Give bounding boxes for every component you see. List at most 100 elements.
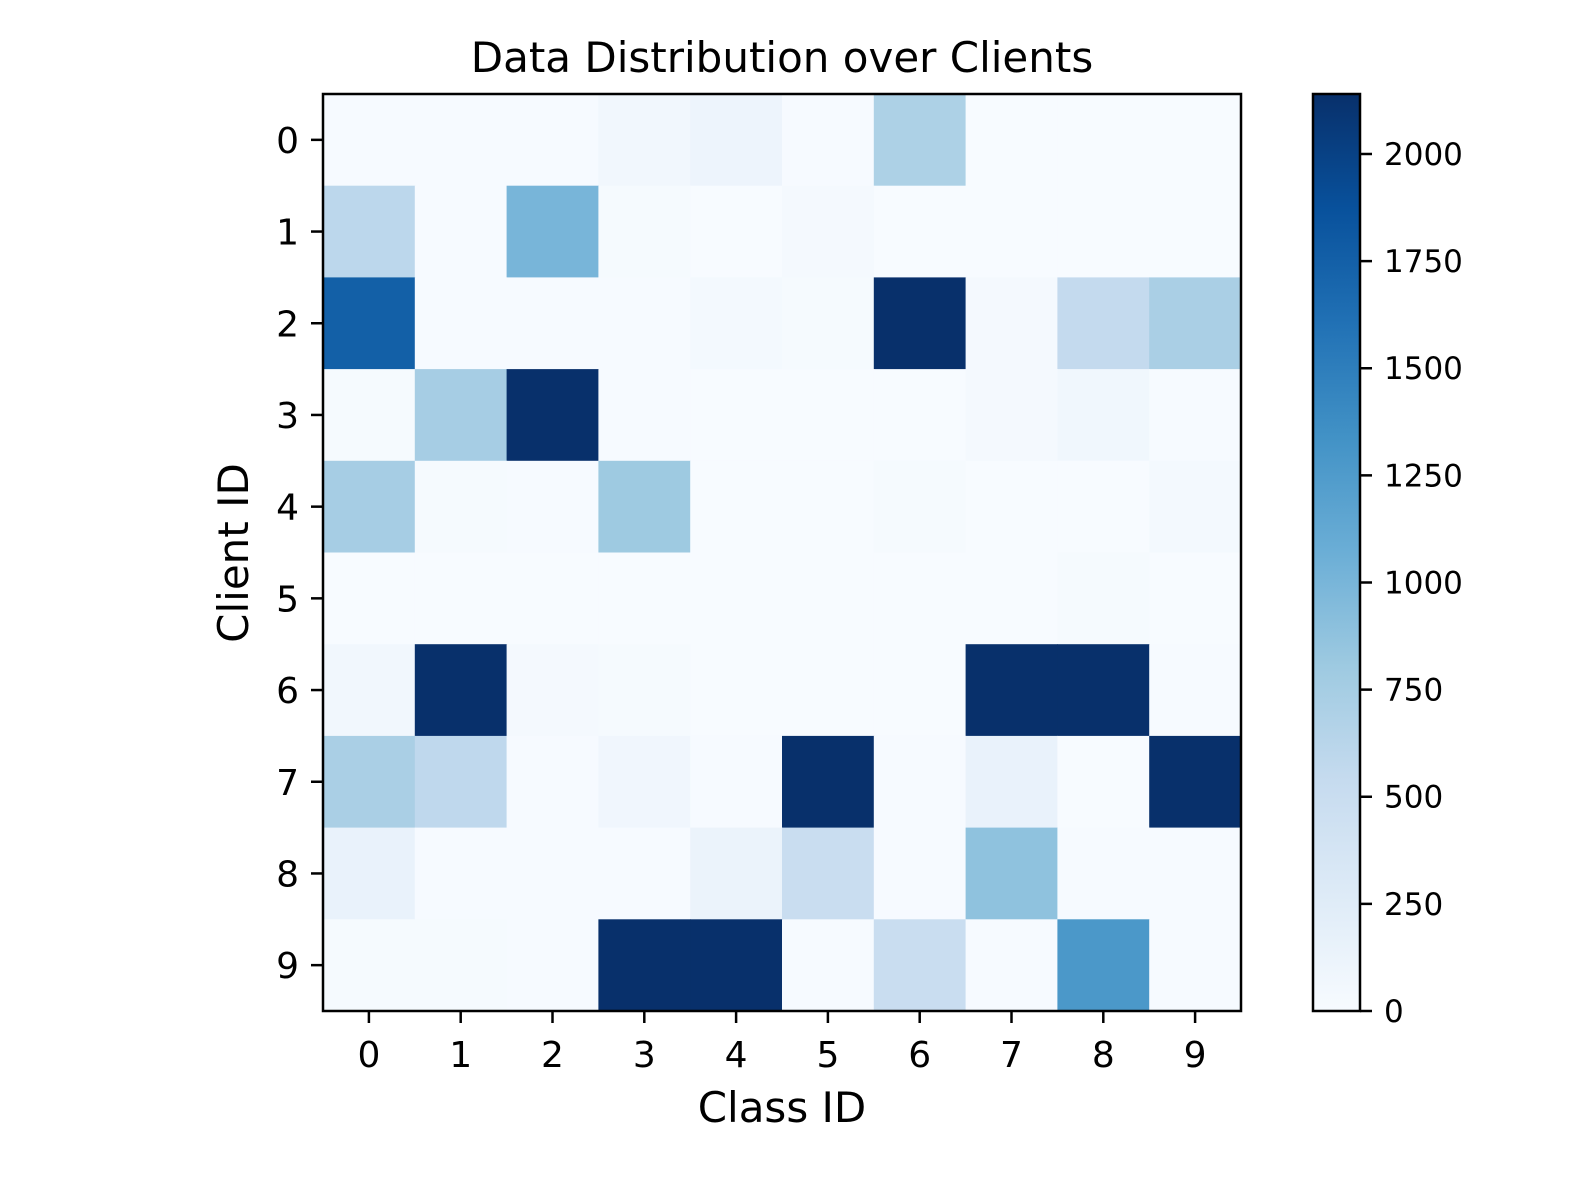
heatmap-cell xyxy=(506,94,599,187)
heatmap-cell xyxy=(506,460,599,554)
heatmap-cell xyxy=(873,644,967,737)
heatmap-cell xyxy=(323,185,416,278)
heatmap-cell xyxy=(598,277,691,370)
heatmap-cell xyxy=(323,644,416,737)
heatmap-cell xyxy=(965,277,1058,370)
heatmap-cell xyxy=(965,827,1058,920)
heatmap-cell xyxy=(965,735,1058,829)
plot-frame xyxy=(321,92,1243,1013)
heatmap-cell xyxy=(690,644,783,737)
x-tick-label: 6 xyxy=(908,1035,931,1076)
heatmap-cell xyxy=(873,552,967,645)
x-tick-label: 1 xyxy=(449,1035,472,1076)
x-tick-label: 3 xyxy=(633,1035,656,1076)
heatmap-cell xyxy=(873,94,967,187)
heatmap-cell xyxy=(506,185,599,278)
heatmap-cell xyxy=(414,552,508,645)
heatmap-cell xyxy=(1057,735,1150,829)
colorbar: 0 250 500 750 1000 1250 1500 1750 2000 xyxy=(1311,92,1463,1030)
heatmap-cell xyxy=(782,369,875,462)
heatmap-cell xyxy=(782,552,875,645)
heatmap-cell xyxy=(965,644,1058,737)
heatmap-cell xyxy=(965,94,1058,187)
heatmap-cell xyxy=(873,185,967,278)
heatmap-cell xyxy=(782,94,875,187)
heatmap-cell xyxy=(1149,460,1242,554)
heatmap-cell xyxy=(323,919,416,1012)
heatmap-cell xyxy=(782,919,875,1012)
heatmap-cell xyxy=(1057,94,1150,187)
heatmap-cell xyxy=(323,460,416,554)
x-tick-label: 7 xyxy=(1000,1035,1023,1076)
heatmap-cells xyxy=(323,94,1242,1012)
y-tick-label: 0 xyxy=(276,121,299,162)
y-tick-label: 6 xyxy=(276,671,299,712)
heatmap-cell xyxy=(1057,185,1150,278)
heatmap-cell xyxy=(1057,827,1150,920)
heatmap-cell xyxy=(598,185,691,278)
heatmap-cell xyxy=(873,277,967,370)
colorbar-tick-label: 500 xyxy=(1384,780,1443,816)
heatmap-cell xyxy=(782,185,875,278)
x-tick-label: 2 xyxy=(541,1035,564,1076)
heatmap-cell xyxy=(1149,735,1242,829)
x-axis-label: Class ID xyxy=(698,1083,867,1132)
heatmap-cell xyxy=(1057,919,1150,1012)
heatmap-cell xyxy=(506,644,599,737)
y-axis-label: Client ID xyxy=(209,463,258,643)
heatmap-cell xyxy=(1149,552,1242,645)
heatmap-cell xyxy=(323,552,416,645)
heatmap-cell xyxy=(1149,827,1242,920)
heatmap-cell xyxy=(506,277,599,370)
heatmap-cell xyxy=(506,552,599,645)
y-axis-ticks: 0 1 2 3 4 5 6 7 8 9 xyxy=(276,121,323,987)
heatmap-cell xyxy=(690,185,783,278)
heatmap-cell xyxy=(414,919,508,1012)
heatmap-cell xyxy=(1149,919,1242,1012)
heatmap-cell xyxy=(414,277,508,370)
colorbar-tick-label: 750 xyxy=(1384,673,1443,709)
colorbar-tick-label: 1500 xyxy=(1384,351,1463,387)
heatmap-cell xyxy=(873,827,967,920)
heatmap-cell xyxy=(598,552,691,645)
heatmap-cell xyxy=(414,644,508,737)
x-axis-ticks: 0 1 2 3 4 5 6 7 8 9 xyxy=(357,1011,1207,1076)
heatmap-cell xyxy=(690,735,783,829)
heatmap-cell xyxy=(323,827,416,920)
heatmap-cell xyxy=(690,827,783,920)
heatmap-cell xyxy=(598,827,691,920)
y-tick-label: 8 xyxy=(276,854,299,895)
heatmap-cell xyxy=(598,919,691,1012)
heatmap-cell xyxy=(1057,277,1150,370)
y-tick-label: 1 xyxy=(276,213,299,254)
heatmap-cell xyxy=(323,735,416,829)
heatmap-cell xyxy=(323,369,416,462)
heatmap-cell xyxy=(690,552,783,645)
heatmap-cell xyxy=(873,919,967,1012)
heatmap-cell xyxy=(965,460,1058,554)
heatmap-cell xyxy=(414,827,508,920)
colorbar-tick-label: 1000 xyxy=(1384,565,1463,601)
heatmap-cell xyxy=(690,277,783,370)
heatmap-cell xyxy=(1057,369,1150,462)
heatmap-cell xyxy=(873,460,967,554)
y-tick-label: 3 xyxy=(276,396,299,437)
heatmap-cell xyxy=(1149,277,1242,370)
colorbar-tick-label: 250 xyxy=(1384,887,1443,923)
heatmap-cell xyxy=(965,552,1058,645)
heatmap-cell xyxy=(323,94,416,187)
heatmap-cell xyxy=(414,94,508,187)
heatmap-cell xyxy=(873,735,967,829)
heatmap-cell xyxy=(1057,644,1150,737)
heatmap-cell xyxy=(873,369,967,462)
x-tick-label: 0 xyxy=(357,1035,380,1076)
heatmap-cell xyxy=(1149,644,1242,737)
heatmap-cell xyxy=(1057,460,1150,554)
heatmap-cell xyxy=(598,369,691,462)
colorbar-tick-label: 2000 xyxy=(1384,137,1463,173)
colorbar-tick-label: 1250 xyxy=(1384,458,1463,494)
heatmap-cell xyxy=(965,185,1058,278)
heatmap-cell xyxy=(782,460,875,554)
heatmap-cell xyxy=(598,735,691,829)
